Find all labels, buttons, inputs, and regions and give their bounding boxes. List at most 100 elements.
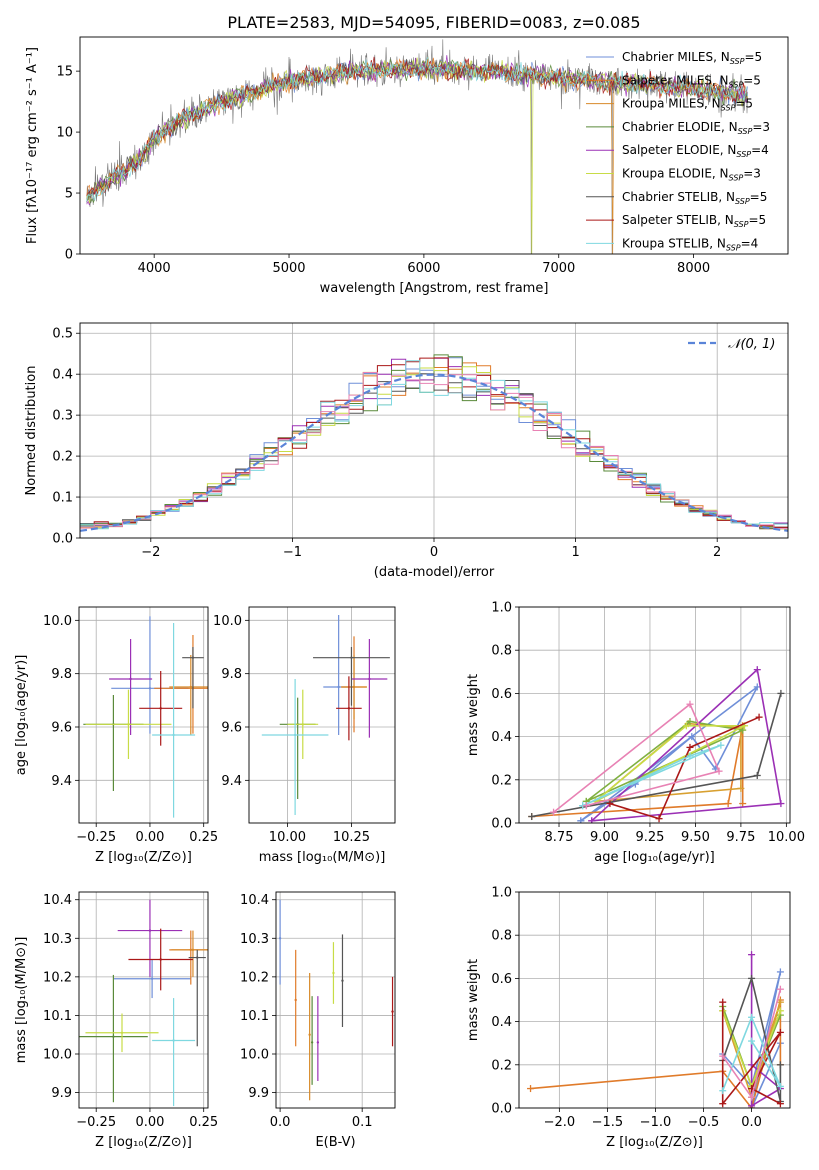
data-point [368,677,371,681]
y-tick-label: 0.4 [52,368,73,383]
axes-frame [78,891,209,1109]
panel-spectrum: 4000 5000 6000 7000 8000 0 5 10 15 wavelength [An… [25,36,789,296]
y-tick-label: 10.3 [240,932,269,947]
legend-subscript: SSP [738,127,753,136]
data-point [172,1039,175,1042]
x-tick-label: 9.75 [726,830,755,845]
x-tick-label: 0.25 [189,1115,218,1130]
x-tick-label: −1.0 [640,1115,672,1130]
legend-model-name: Kroupa ELODIE, N [622,167,729,181]
normal-curve-line [80,373,788,532]
legend-entry: Salpeter MILES, NSSP=5 [622,73,761,89]
x-tick-label: 7000 [542,261,575,276]
y-tick-label: 0.0 [52,532,73,547]
x-tick-label: 0.00 [135,830,164,845]
y-tick-label: 0.2 [491,1058,512,1073]
data-point [316,1041,320,1044]
weight-marker [606,800,614,808]
y-axis-label: age [log₁₀(age/yr)] [14,655,29,776]
legend-subscript: SSP [726,243,741,252]
weight-marker [577,817,585,823]
y-tick-label: 10.3 [43,932,72,947]
plot-area-residuals [80,354,788,538]
x-tick-label: −0.25 [76,830,116,845]
panel-weight-vs-Z: −2.0 −1.5 −1.0 −0.5 0.0 0.0 0.2 0.4 0.6 0.8 1.0 Z [… [466,886,791,1150]
weight-marker [776,998,784,1006]
weight-marker [588,817,596,823]
legend-subscript: SSP [734,220,749,229]
spectrum-model-line [86,58,748,202]
y-tick-label: 0.8 [491,644,512,659]
weight-marker [719,998,727,1006]
x-tick-label: 9.50 [681,830,710,845]
x-tick-label: 0.00 [135,1115,164,1130]
data-point [127,723,130,726]
legend-model-name: Salpeter MILES, N [622,73,729,87]
panel-weight-vs-age: 8.75 9.00 9.25 9.50 9.75 10.00 0.0 0.2 0.4 0.6 0.8… [466,601,805,866]
y-axis-label: Flux [fλ10⁻¹⁷ erg cm⁻² s⁻¹ A⁻¹] [25,47,40,244]
axes-frame [275,891,396,1109]
axes-frame [518,606,791,824]
weight-marker [755,713,763,721]
x-axis-label: age [log₁₀(age/yr)] [594,850,715,865]
weight-marker [719,1100,727,1108]
y-tick-label: 10.4 [240,893,269,908]
y-tick-label: 10.0 [43,1048,72,1063]
legend-model-name: Salpeter STELIB, N [622,213,734,227]
y-tick-label: 10.1 [240,1009,269,1024]
axes-frame [518,891,791,1109]
x-tick-label: −2 [141,545,160,560]
weight-marker [748,1093,756,1101]
weight-marker [777,689,785,697]
weight-marker [527,1085,535,1093]
legend-entry: Kroupa STELIB, NSSP=4 [622,236,758,252]
y-tick-label: 10.1 [43,1009,72,1024]
legend-nssp: =4 [751,143,769,157]
weight-marker [748,1013,756,1021]
legend-subscript: SSP [729,80,744,89]
data-point [308,1033,311,1036]
weight-marker [748,1037,756,1045]
data-point [196,956,199,959]
x-tick-label: 8000 [677,261,710,276]
y-tick-label: 9.4 [221,774,242,789]
weight-series-line [750,954,782,1108]
y-tick-label: 0.5 [52,327,73,342]
y-tick-label: 9.8 [51,667,72,682]
legend-model-name: Chabrier ELODIE, N [622,120,738,134]
x-axis-label: Z [log₁₀(Z/Z⊙)] [95,1135,192,1150]
legend-entry: Chabrier STELIB, NSSP=5 [622,190,767,206]
legend-model-name: Chabrier MILES, N [622,50,730,64]
x-axis-label: Z [log₁₀(Z/Z⊙)] [606,1135,703,1150]
weight-series-line [553,702,721,813]
legend-entry: Chabrier ELODIE, NSSP=3 [622,120,770,136]
data-point [293,733,297,737]
legend-entry: Kroupa ELODIE, NSSP=3 [622,167,761,183]
x-tick-label: 10.00 [269,830,306,845]
weight-marker [748,951,756,959]
data-point [278,937,282,940]
legend-nssp: =4 [741,236,759,250]
legend-entry: 𝒩(0, 1) [728,337,775,352]
data-point [191,656,195,659]
weight-marker [776,1007,784,1015]
panel-residuals: −2 −1 0 1 2 0.0 0.1 0.2 0.3 0.4 0.5 (data-model)/er… [24,322,789,580]
x-tick-label: −0.25 [76,1115,116,1130]
y-tick-label: 10.4 [43,893,72,908]
y-axis-label: Normed distribution [24,366,39,496]
weight-marker [686,743,694,751]
data-point [347,707,351,710]
weight-marker [776,968,784,976]
y-tick-label: 9.6 [221,721,242,736]
y-tick-label: 1.0 [491,886,512,901]
x-axis-label: wavelength [Angstrom, rest frame] [320,281,549,296]
weight-marker [776,1082,784,1090]
x-tick-label: 0.0 [741,1115,762,1130]
weight-marker [688,733,696,741]
y-tick-label: 0.3 [52,409,73,424]
y-tick-label: 0.1 [52,491,73,506]
x-tick-label: 4000 [138,261,171,276]
data-point [191,948,195,952]
legend-nssp: =5 [744,50,762,64]
